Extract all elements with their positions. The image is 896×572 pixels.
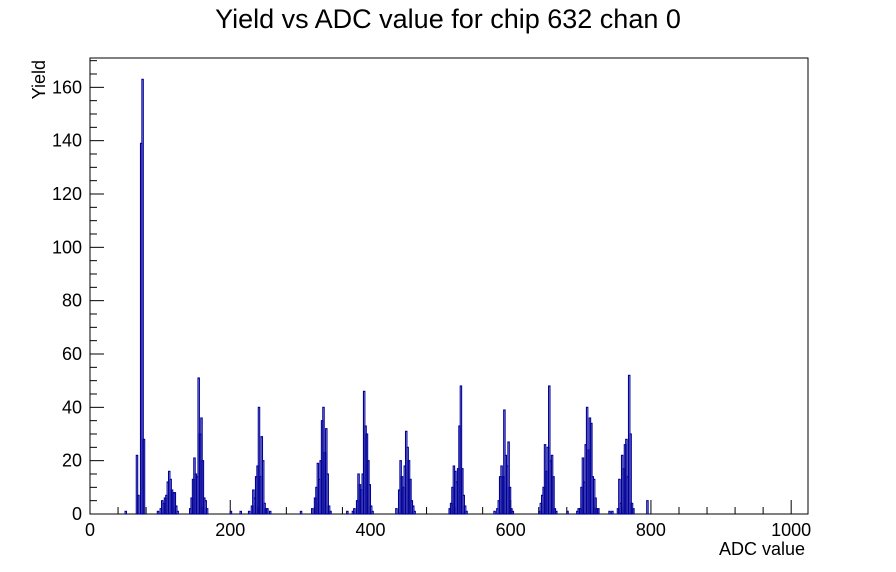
histogram-bin [632,508,635,515]
histogram-bin [247,510,251,515]
histogram-bin [353,508,356,515]
histogram-bin [368,484,372,515]
histogram-bin [346,510,349,515]
histogram-bin [266,508,269,515]
histogram-bin [141,78,144,515]
x-tick-label: 600 [496,520,526,540]
y-axis-tick-labels: 0 20 40 60 80 100 120 140 160 [52,77,82,524]
histogram-bin [329,510,332,515]
histogram-bin [257,406,261,515]
x-axis-tick-labels: 0 200 400 600 800 1000 [85,520,811,540]
y-tick-label: 60 [62,344,82,364]
histogram-bin [566,510,569,515]
y-tick-label: 80 [62,291,82,311]
histogram-bin [555,510,558,515]
histogram-bin [409,478,412,515]
histogram-bin [413,510,416,515]
x-axis-label: ADC value [719,539,805,559]
y-tick-label: 160 [52,77,82,97]
histogram-bin [239,510,243,515]
histogram-bins [124,78,649,515]
histogram-bin [137,494,140,515]
y-axis-label: Yield [29,60,49,99]
histogram-bin [629,433,632,515]
histogram-bin [507,441,510,515]
y-tick-label: 100 [52,237,82,257]
chart-title: Yield vs ADC value for chip 632 chan 0 [215,4,681,34]
x-tick-label: 400 [355,520,385,540]
histogram-bin [174,505,178,515]
histogram-bin [369,505,373,515]
histogram-bin [135,454,139,515]
histogram-bin [459,385,463,515]
histogram-bin [156,510,160,515]
y-tick-label: 140 [52,131,82,151]
histogram-bin [371,510,374,515]
histogram-bin [176,510,179,515]
histogram-bin [462,494,465,515]
y-tick-label: 120 [52,184,82,204]
histogram-bin [463,505,467,515]
histogram-bin [261,460,265,515]
histogram-bin [508,486,512,515]
histogram-bin [590,422,593,515]
histogram-bin [552,476,555,515]
histogram-bin [493,510,496,515]
histogram-bin [548,385,551,515]
x-tick-label: 200 [215,520,245,540]
histogram-bin [327,505,331,515]
histogram-bin [299,510,303,515]
histogram-bin [268,510,272,515]
histogram-bin [611,510,614,515]
histogram-bin [594,497,597,515]
histogram-bin [142,438,146,515]
y-axis-ticks [90,60,104,515]
x-tick-label: 0 [85,520,95,540]
histogram-bin [205,508,209,515]
histogram-bin [173,492,177,515]
y-tick-label: 40 [62,397,82,417]
histogram-bin [592,478,596,515]
histogram-bin [124,510,128,515]
histogram-bin [597,508,600,515]
y-tick-label: 20 [62,451,82,471]
histogram-bin [326,473,329,515]
histogram-bin [511,510,515,515]
histogram-bin [646,500,649,515]
y-tick-label: 0 [72,504,82,524]
x-tick-label: 1000 [771,520,811,540]
histogram-bin [461,468,464,515]
histogram-bin [395,508,398,515]
histogram-bin [201,460,205,515]
histogram-bin [618,478,621,515]
histogram-bin [311,508,314,515]
x-tick-label: 800 [636,520,666,540]
histogram-bin [204,500,207,515]
histogram-bin [411,505,415,515]
histogram-bin [325,428,328,515]
histogram-bin [608,510,611,515]
histogram-bin [465,510,468,515]
histogram-bin [229,510,233,515]
